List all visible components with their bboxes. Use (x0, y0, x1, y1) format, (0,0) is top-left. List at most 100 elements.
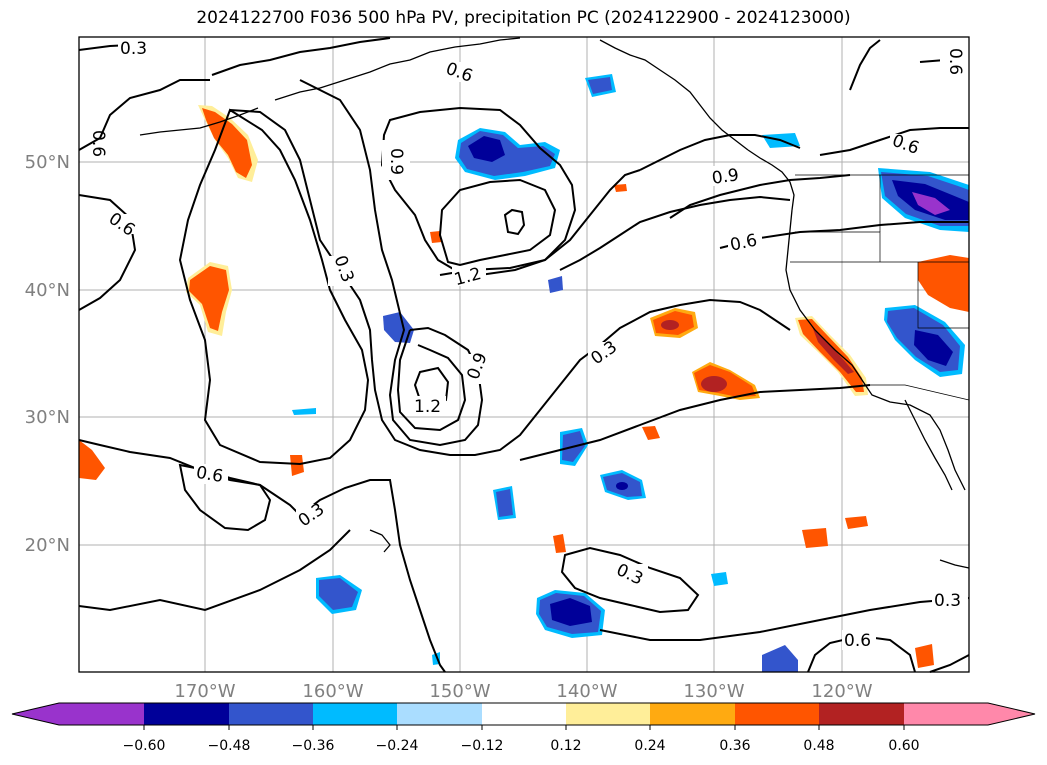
lon-label: 120°W (811, 681, 872, 702)
contour-label: 0.6 (88, 130, 108, 157)
colorbar-outline (11, 702, 1036, 726)
pv-contour-line (519, 384, 871, 461)
pv-contour-line (599, 597, 970, 641)
precip-positive-area (290, 455, 304, 476)
contour-label: 1.2 (414, 397, 441, 417)
precip-positive-area (202, 108, 252, 178)
colorbar-tick-label: 0.24 (634, 738, 665, 754)
contour-label: 0.9 (711, 165, 741, 189)
colorbar-tick-label: 0.48 (803, 738, 834, 754)
precip-positive-area (661, 320, 679, 330)
lon-label: 130°W (683, 681, 744, 702)
coastline-baja (904, 399, 953, 491)
precip-negative-area (550, 598, 592, 626)
precip-positive-area (79, 440, 105, 480)
pv-contour-line (639, 134, 801, 171)
contour-labels: 0.3 0.6 0.6 0.6 0.9 0.6 0.6 0.3 0.6 1.2 … (88, 37, 968, 651)
precip-negative-area (319, 578, 358, 610)
colorbar-tick-label: −0.48 (208, 738, 251, 754)
colorbar-segment-9 (819, 703, 904, 725)
colorbar-segment-10 (904, 703, 1035, 725)
precip-positive-area (701, 376, 727, 392)
precip-positive-area (189, 266, 229, 331)
colorbar-segment-4 (397, 703, 482, 725)
pv-contour-line (78, 79, 210, 151)
precip-positive-area (642, 426, 660, 440)
precip-negative-area (912, 192, 950, 215)
colorbar-tick-label: −0.36 (292, 738, 335, 754)
colorbar-tick-label: −0.24 (376, 738, 419, 754)
coastline-gulf-alaska (599, 39, 749, 151)
pv-contour-line (211, 37, 391, 76)
precip-positive-area (918, 255, 969, 312)
precip-negative-area (548, 276, 563, 293)
pv-contour-line (299, 479, 446, 673)
colorbar-segment-8 (735, 703, 819, 725)
coastline-canada (747, 149, 795, 211)
colorbar-segment-5 (482, 703, 566, 725)
precip-negative-area (292, 408, 316, 415)
lon-label: 170°W (174, 681, 235, 702)
colorbar-tick-label: 0.12 (550, 738, 581, 754)
precip-positive-area (845, 516, 868, 529)
colorbar-tick-label: −0.60 (123, 738, 166, 754)
precip-negative-area (711, 572, 728, 586)
precip-negative-area (914, 330, 953, 366)
pv-contour-line (929, 654, 970, 673)
precip-positive-area (430, 231, 442, 243)
coastline-aleutians (139, 107, 259, 136)
precip-negative-area (762, 645, 798, 672)
contour-label: 0.3 (120, 39, 147, 59)
colorbar-segment-0 (12, 703, 144, 725)
pv-contour-line (396, 329, 467, 432)
coastlines (139, 37, 970, 569)
pv-contour-line (503, 208, 526, 236)
colorbar-segment-3 (313, 703, 397, 725)
lat-label: 30°N (25, 407, 70, 428)
pv-contour-line (559, 195, 791, 271)
lat-label: 40°N (25, 280, 70, 301)
colorbar-segment-1 (144, 703, 229, 725)
coastline-west-us (785, 209, 966, 491)
pv-contour-line (669, 174, 851, 219)
precip-negative-area (496, 489, 513, 517)
precip-shading (79, 74, 969, 672)
longitude-labels: 170°W 160°W 150°W 140°W 130°W 120°W (174, 681, 872, 702)
colorbar-tick-label: 0.36 (719, 738, 750, 754)
lon-label: 150°W (429, 681, 490, 702)
precip-negative-area (468, 136, 505, 162)
lon-label: 140°W (556, 681, 617, 702)
precip-positive-area (915, 644, 934, 668)
pv-contour-line (849, 39, 881, 91)
contour-label: 0.3 (934, 591, 961, 611)
colorbar-segment-7 (650, 703, 735, 725)
latitude-labels: 50°N 40°N 30°N 20°N (25, 152, 70, 556)
coastline-hawaii (369, 529, 391, 553)
precip-negative-area (383, 312, 414, 343)
pv-contour-line (560, 546, 700, 614)
colorbar-tick-label: 0.60 (888, 738, 919, 754)
pv-contours (78, 37, 970, 673)
precip-positive-area (802, 528, 828, 548)
precip-negative-area (588, 77, 612, 94)
coastline-mexico (939, 559, 970, 569)
state-borders (790, 174, 970, 401)
precip-positive-area (553, 534, 566, 553)
map-title: 2024122700 F036 500 hPa PV, precipitatio… (196, 8, 851, 28)
contour-label: 0.9 (386, 148, 406, 175)
contour-label: 0.6 (844, 631, 871, 651)
colorbar-segment-2 (229, 703, 313, 725)
pv-contour-line (178, 108, 370, 466)
colorbar: −0.60 −0.48 −0.36 −0.24 −0.12 0.12 0.24 … (11, 702, 1036, 754)
lat-label: 50°N (25, 152, 70, 173)
precip-negative-area (616, 482, 628, 490)
contour-label: 0.6 (194, 463, 224, 487)
pv-contour-line (78, 194, 137, 311)
precip-positive-area (614, 184, 627, 192)
colorbar-segment-6 (566, 703, 650, 725)
colorbar-tick-label: −0.12 (461, 738, 504, 754)
pv-contour-line (78, 529, 351, 612)
lon-label: 160°W (302, 681, 363, 702)
pv-contour-line (438, 178, 557, 267)
